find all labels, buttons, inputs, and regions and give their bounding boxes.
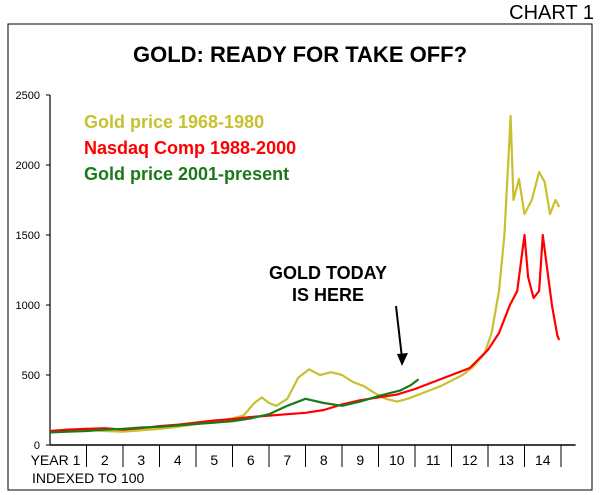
x-tick-label: 13 <box>498 452 514 468</box>
annotation-arrow <box>395 305 408 366</box>
y-axis: 0 500 1000 1500 2000 2500 <box>16 90 51 452</box>
y-tick-label: 2000 <box>16 160 40 172</box>
x-tick-label: 4 <box>174 452 182 468</box>
series-line-3 <box>49 378 420 434</box>
y-tick-label: 1000 <box>16 300 40 312</box>
x-axis: YEAR 1 2 3 4 5 6 7 8 9 10 11 12 13 14 <box>31 444 576 468</box>
x-tick-label: 9 <box>356 452 364 468</box>
x-tick-label: 7 <box>283 452 291 468</box>
x-tick-label: 11 <box>426 452 441 468</box>
legend-gold-2001: Gold price 2001-present <box>84 164 290 184</box>
chart-number-label: CHART 1 <box>509 2 594 24</box>
legend-nasdaq: Nasdaq Comp 1988-2000 <box>84 138 297 158</box>
x-tick-label: 8 <box>320 452 328 468</box>
legend-gold-1968: Gold price 1968-1980 <box>84 112 265 132</box>
x-tick-label: 14 <box>535 452 551 468</box>
x-tick-label: 3 <box>137 452 145 468</box>
index-note: INDEXED TO 100 <box>32 470 145 486</box>
x-tick-label: 10 <box>389 452 405 468</box>
y-tick-label: 1500 <box>16 230 40 242</box>
annotation-label: GOLD TODAY IS HERE <box>248 262 408 306</box>
annotation-line-1: GOLD TODAY <box>268 263 388 283</box>
x-tick-label: YEAR 1 <box>31 452 81 468</box>
x-tick-label: 12 <box>462 452 478 468</box>
y-tick-label: 2500 <box>16 90 40 102</box>
plot-frame <box>7 23 593 491</box>
y-tick-label: 0 <box>34 440 40 452</box>
x-tick-label: 5 <box>210 452 218 468</box>
chart-title: GOLD: READY FOR TAKE OFF? <box>132 42 468 67</box>
annotation-line-2: IS HERE <box>291 285 365 305</box>
series-lines <box>49 114 561 434</box>
y-tick-label: 500 <box>22 370 40 382</box>
x-tick-label: 2 <box>101 452 109 468</box>
x-tick-label: 6 <box>247 452 255 468</box>
